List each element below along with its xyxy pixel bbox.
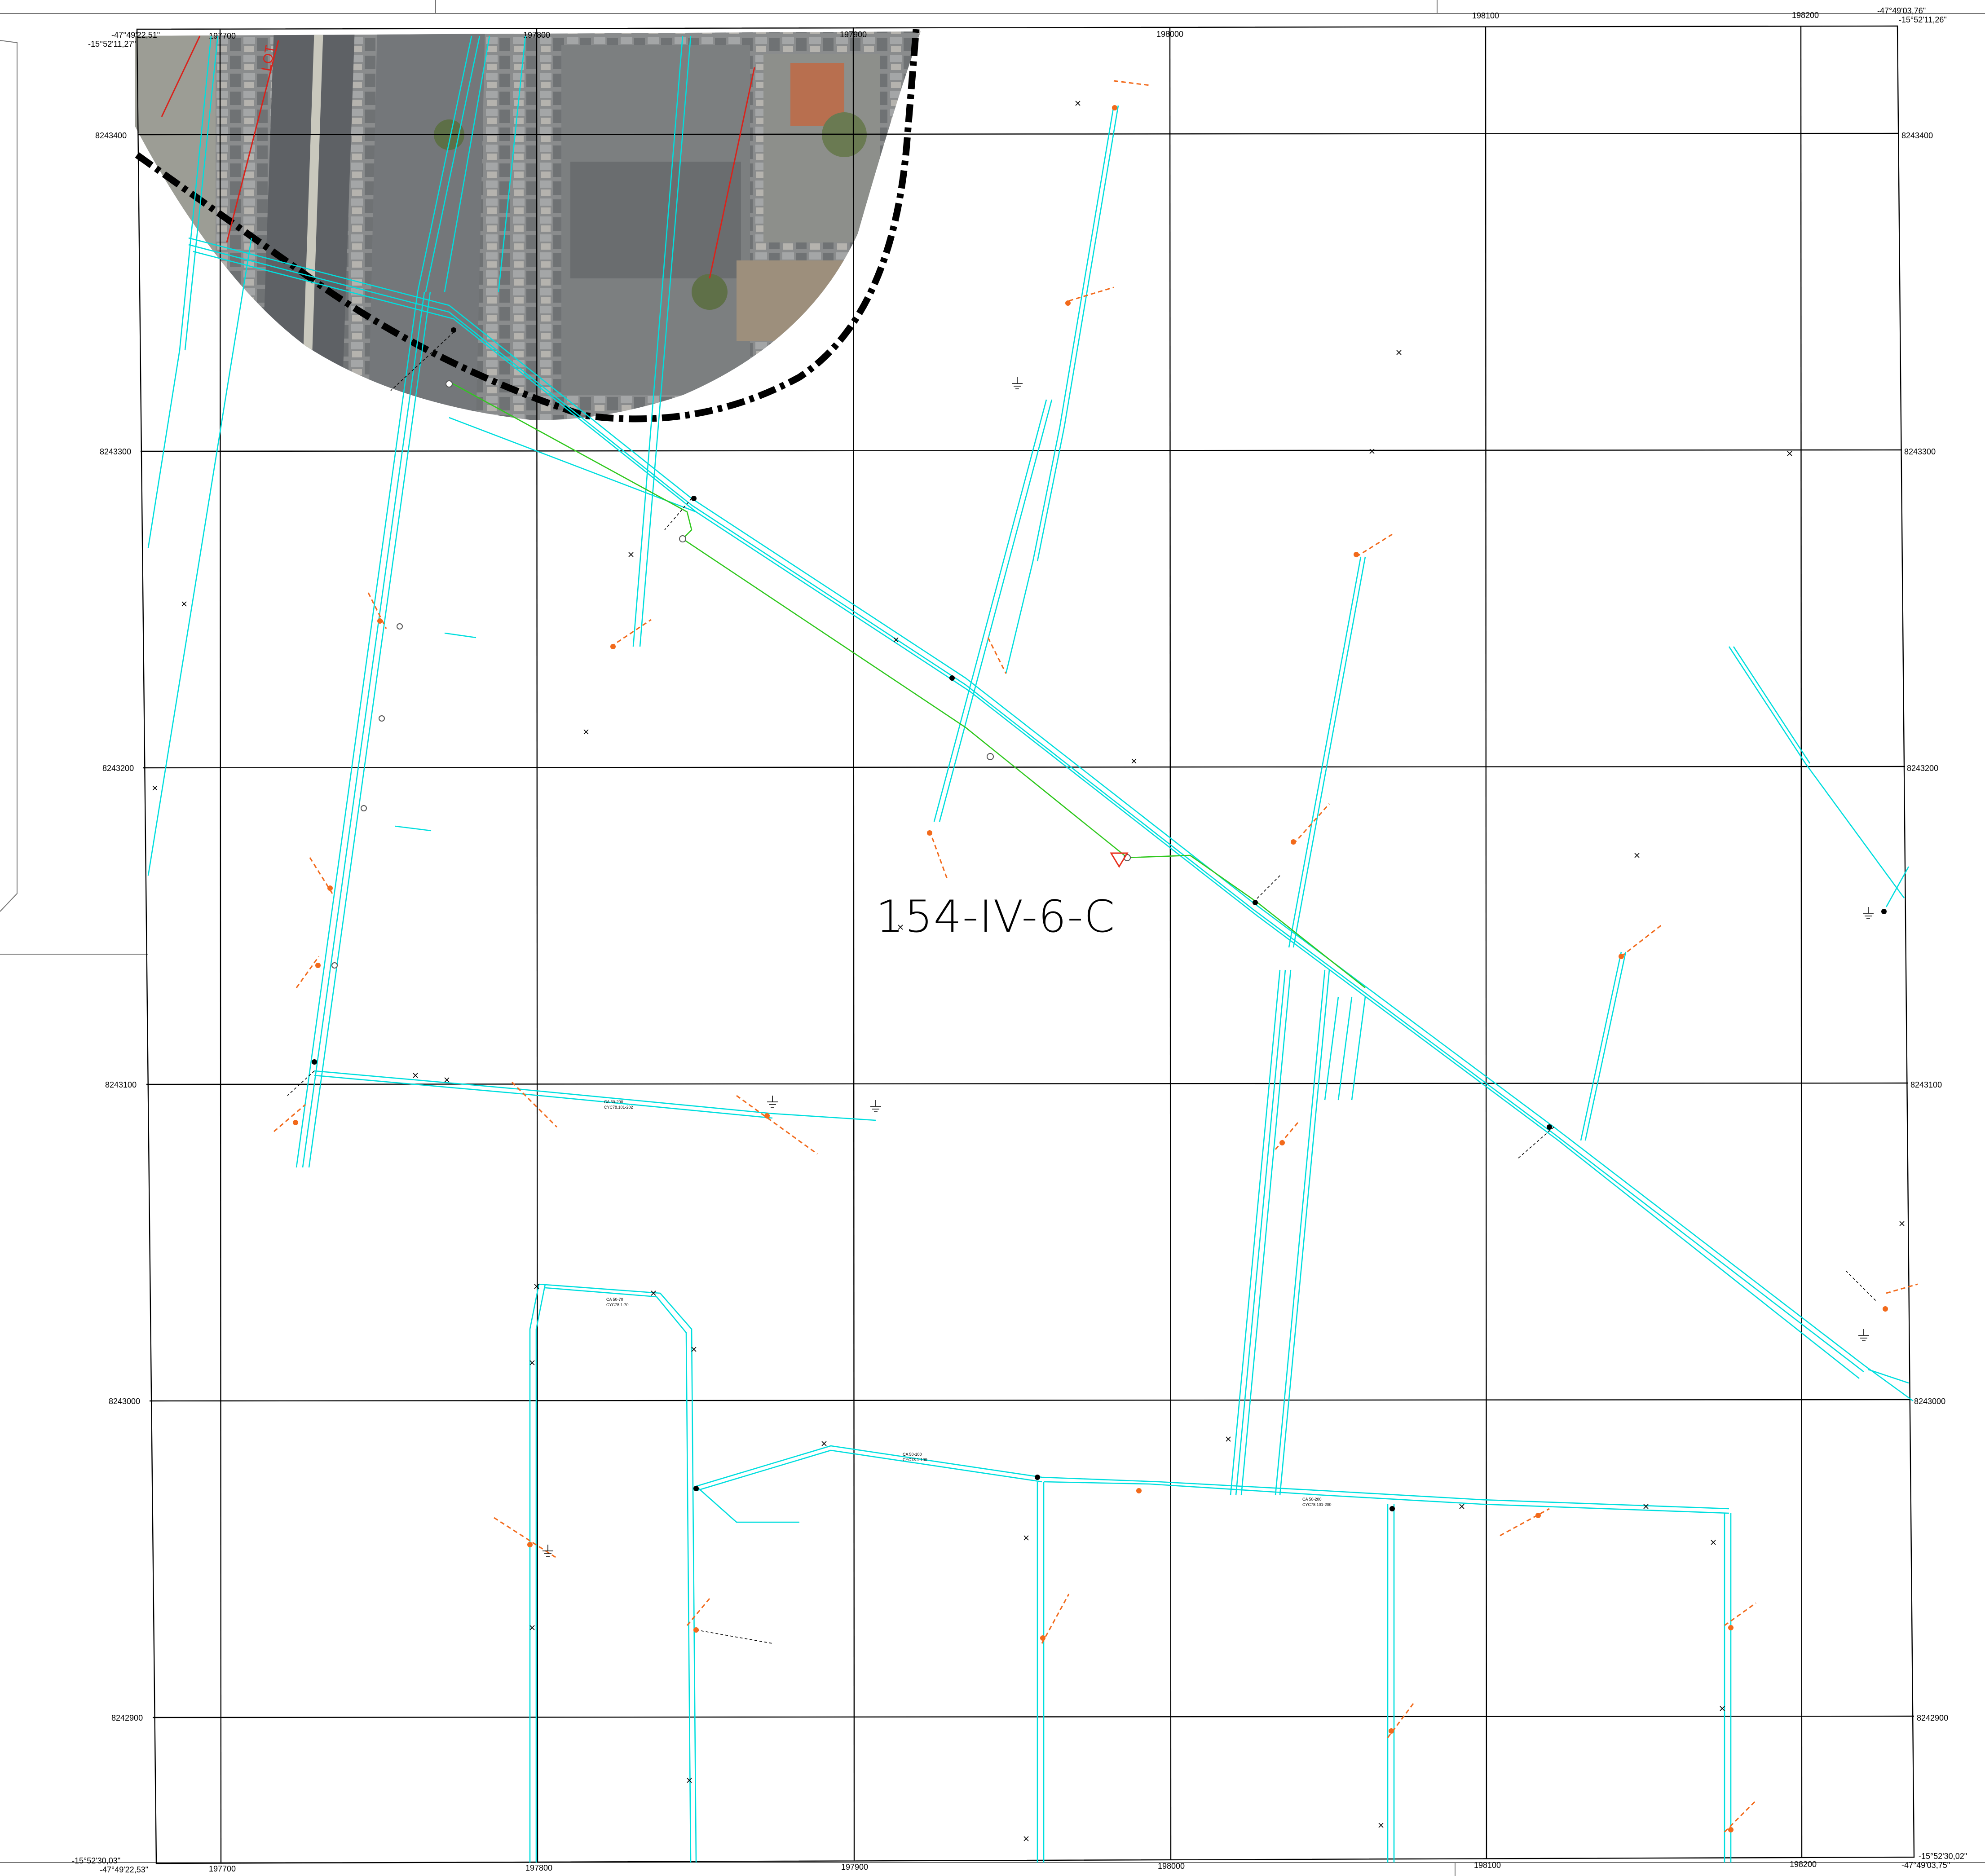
- annotation-label: CYC78.1-100: [903, 1458, 927, 1462]
- northing-left-1: 8243400: [95, 131, 127, 140]
- easting-top-5: 198100: [1472, 11, 1499, 20]
- annotation-label: CA 50-100: [903, 1452, 922, 1457]
- map-grid: [136, 25, 1915, 1864]
- network-lines: [147, 35, 1914, 1863]
- northing-right-3: 8243200: [1907, 764, 1938, 773]
- annotation-labels: CA 50-200 CYC78.101-202 CA 50-100 CYC78.…: [604, 1100, 1332, 1507]
- annotation-label: CYC78.101-200: [1302, 1502, 1332, 1507]
- annotation-label: CA 50-70: [606, 1297, 623, 1302]
- corner-top-right-lat: -15°52'11,26": [1899, 15, 1947, 24]
- green-line: [449, 381, 1366, 989]
- easting-bottom-6: 198200: [1790, 1860, 1817, 1869]
- northing-right-6: 8242900: [1917, 1713, 1948, 1722]
- easting-bottom-2: 197800: [525, 1863, 552, 1872]
- pole-x-icon: [152, 101, 1905, 1841]
- sheet-code-label: 154-IV-6-C: [876, 891, 1116, 942]
- easting-bottom-3: 197900: [841, 1863, 868, 1872]
- northing-right-2: 8243300: [1904, 447, 1936, 456]
- corner-bottom-left-lon: -47°49'22,53": [100, 1865, 148, 1874]
- easting-bottom-4: 198000: [1158, 1862, 1185, 1871]
- aerial-photo: [135, 31, 921, 420]
- annotation-label: CA 50-200: [1302, 1497, 1322, 1502]
- orange-markers: [273, 80, 1918, 1833]
- northing-left-2: 8243300: [100, 447, 131, 456]
- easting-top-2: 197800: [523, 31, 550, 40]
- corner-top-right-lon: -47°49'03,76": [1877, 6, 1926, 15]
- northing-left-5: 8243000: [109, 1397, 140, 1406]
- grid-labels: 197700 197800 197900 198000 198100 19820…: [95, 11, 1948, 1873]
- leader-lines: [287, 332, 1878, 1644]
- northing-right-1: 8243400: [1901, 131, 1933, 140]
- northing-right-4: 8243100: [1910, 1080, 1942, 1089]
- northing-right-5: 8243000: [1914, 1397, 1945, 1406]
- corner-bottom-right-lon: -47°49'03,75": [1901, 1861, 1950, 1870]
- orange-nodes: [293, 105, 1888, 1832]
- easting-top-6: 198200: [1792, 11, 1819, 20]
- red-lines: [161, 35, 755, 279]
- easting-top-4: 198000: [1156, 30, 1183, 39]
- northing-left-3: 8243200: [102, 764, 134, 773]
- corner-coordinates: -47°49'22,51" -15°52'11,27" -47°49'03,76…: [72, 6, 1967, 1874]
- annotation-label: CYC78.101-202: [604, 1105, 633, 1110]
- easting-top-3: 197900: [840, 30, 867, 39]
- annotation-label: CA 50-200: [604, 1100, 623, 1104]
- easting-bottom-1: 197700: [209, 1864, 236, 1873]
- corner-top-left-lat: -15°52'11,27": [88, 40, 136, 48]
- corner-bottom-left-lat: -15°52'30,03": [72, 1856, 120, 1865]
- gray-nodes: [331, 380, 1131, 969]
- easting-top-1: 197700: [209, 31, 236, 40]
- transformer-icon: [543, 377, 1874, 1557]
- corner-top-left-lon: -47°49'22,51": [111, 31, 160, 40]
- annotation-label: CYC78.1-70: [606, 1303, 629, 1307]
- northing-left-4: 8243100: [105, 1080, 137, 1089]
- easting-bottom-5: 198100: [1474, 1861, 1501, 1870]
- corner-bottom-right-lat: -15°52'30,02": [1919, 1852, 1967, 1861]
- aerial-boundary: [135, 29, 920, 423]
- northing-left-6: 8242900: [111, 1713, 143, 1722]
- transformer-nodes: [312, 327, 1887, 1511]
- triangle-marker-icon: [1110, 852, 1129, 868]
